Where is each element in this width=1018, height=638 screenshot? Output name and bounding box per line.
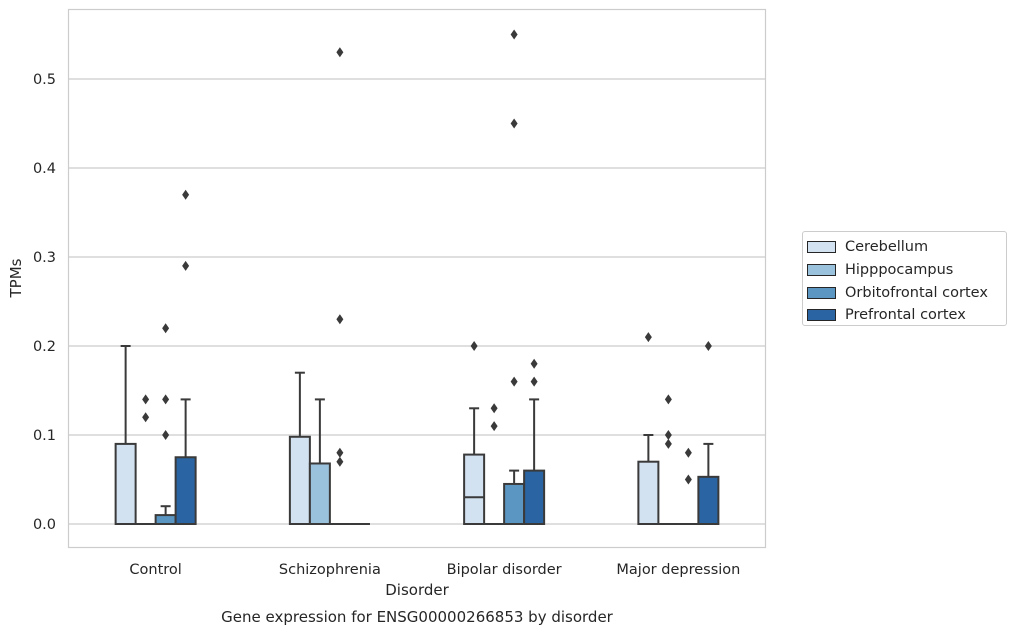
legend-item-hippocampus: Hipppocampus	[807, 259, 1006, 282]
plot-frame	[67, 8, 767, 549]
legend-swatch-prefrontal-cortex	[807, 309, 836, 322]
box-3-1	[658, 394, 679, 525]
box-body	[114, 442, 137, 525]
outlier-0	[490, 421, 498, 432]
box-layer	[114, 29, 720, 526]
legend-label-prefrontal-cortex: Prefrontal cortex	[845, 307, 966, 324]
box-2-2	[503, 29, 526, 526]
outlier-0	[664, 438, 672, 449]
outlier-1	[490, 403, 498, 414]
box-3-0	[637, 332, 660, 526]
outlier-2	[162, 323, 170, 334]
outlier-0	[644, 332, 652, 343]
y-tick-label-3: 0.3	[33, 250, 56, 266]
y-axis-label: TPMs	[7, 258, 25, 298]
y-tick-label-5: 0.5	[33, 72, 56, 88]
box-3-2	[678, 447, 699, 525]
x-tick-label-0: Control	[129, 562, 181, 578]
outlier-1	[530, 358, 538, 369]
outlier-2	[336, 314, 344, 325]
box-2-0	[463, 341, 486, 525]
outlier-1	[510, 118, 518, 129]
outlier-1	[182, 189, 190, 200]
outlier-2	[510, 29, 518, 40]
box-body	[174, 456, 197, 525]
box-0-1	[135, 394, 156, 525]
outlier-0	[162, 430, 170, 440]
box-1-2	[329, 47, 350, 525]
outlier-0	[142, 412, 150, 423]
legend: Cerebellum Hipppocampus Orbitofrontal co…	[802, 231, 1007, 326]
outlier-0	[704, 341, 712, 351]
outlier-0	[470, 341, 478, 351]
box-1-0	[288, 371, 311, 525]
box-0-3	[174, 189, 197, 525]
box-body	[697, 475, 720, 525]
box-body	[288, 435, 311, 525]
outlier-1	[664, 430, 672, 440]
y-tick-label-2: 0.2	[33, 339, 56, 355]
legend-label-hippocampus: Hipppocampus	[845, 262, 954, 279]
legend-item-cerebellum: Cerebellum	[807, 236, 1006, 259]
box-body	[463, 453, 486, 525]
box-2-3	[523, 358, 546, 526]
outlier-0	[182, 260, 190, 271]
outlier-0	[684, 474, 692, 485]
legend-label-cerebellum: Cerebellum	[845, 239, 929, 256]
outlier-3	[336, 47, 344, 58]
y-tick-label-4: 0.4	[33, 161, 56, 177]
outlier-0	[336, 456, 344, 467]
legend-item-prefrontal-cortex: Prefrontal cortex	[807, 304, 1006, 327]
figure-caption: Gene expression for ENSG00000266853 by d…	[221, 608, 614, 626]
y-tick-label-0: 0.0	[33, 517, 56, 533]
box-3-3	[697, 341, 720, 525]
legend-item-orbitofrontal-cortex: Orbitofrontal cortex	[807, 281, 1006, 304]
box-2-1	[484, 403, 505, 525]
box-body	[154, 514, 177, 525]
y-tick-label-1: 0.1	[33, 428, 56, 444]
x-tick-label-3: Major depression	[616, 562, 740, 578]
outlier-1	[336, 447, 344, 458]
outlier-0	[510, 376, 518, 387]
x-axis-label: Disorder	[385, 581, 449, 599]
box-body	[503, 482, 526, 526]
x-tick-label-2: Bipolar disorder	[447, 562, 562, 578]
box-body	[637, 460, 660, 526]
outlier-1	[684, 447, 692, 458]
box-body	[308, 462, 331, 526]
legend-swatch-cerebellum	[807, 241, 836, 254]
outlier-1	[142, 394, 150, 405]
outlier-0	[530, 376, 538, 387]
outlier-1	[162, 394, 170, 405]
box-body	[523, 469, 546, 526]
box-1-1	[308, 398, 331, 526]
box-0-0	[114, 345, 137, 525]
y-tick-labels: 0.0 0.1 0.2 0.3 0.4 0.5	[33, 72, 56, 533]
x-tick-labels: Control Schizophrenia Bipolar disorder Majo…	[129, 562, 740, 578]
legend-swatch-orbitofrontal-cortex	[807, 286, 836, 299]
legend-swatch-hippocampus	[807, 264, 836, 277]
x-tick-label-1: Schizophrenia	[279, 562, 381, 578]
legend-label-orbitofrontal-cortex: Orbitofrontal cortex	[845, 284, 988, 301]
outlier-2	[664, 394, 672, 405]
